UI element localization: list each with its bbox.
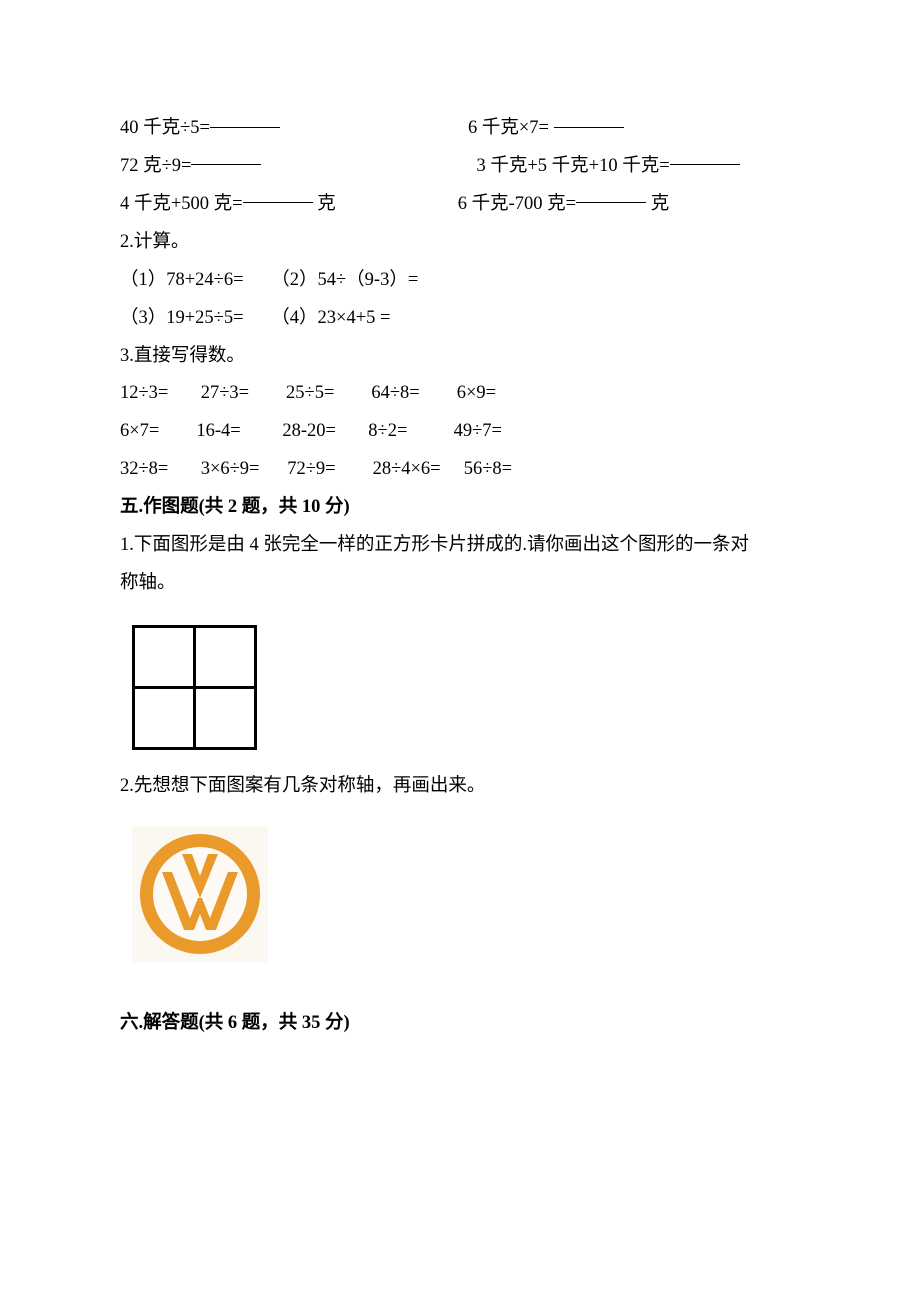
blank-2a — [191, 146, 261, 166]
blank-2b — [670, 146, 740, 166]
blank-3a — [243, 184, 313, 204]
section-6-heading: 六.解答题(共 6 题，共 35 分) — [120, 1005, 800, 1043]
grid-cell — [134, 626, 195, 687]
calc-row-2: 72 克÷9= 3 千克+5 千克+10 千克= — [120, 148, 800, 186]
q2-line2: （3）19+25÷5= （4）23×4+5 = — [120, 300, 800, 338]
calc-2b: 3 千克+5 千克+10 千克= — [476, 148, 669, 186]
calc-1a: 40 千克÷5= — [120, 110, 210, 148]
s5-q1-line2: 称轴。 — [120, 565, 800, 603]
blank-3b — [576, 184, 646, 204]
blank-1b — [554, 108, 624, 128]
calc-row-3: 4 千克+500 克= 克 6 千克-700 克= 克 — [120, 186, 800, 224]
section-5-heading: 五.作图题(共 2 题，共 10 分) — [120, 489, 800, 527]
grid-cell — [134, 687, 195, 748]
spacer-1 — [280, 110, 468, 148]
vw-logo-icon — [132, 826, 268, 962]
calc-row-1: 40 千克÷5= 6 千克×7= — [120, 110, 800, 148]
calc-3b-tail: 克 — [646, 186, 669, 224]
q3-row1: 12÷3= 27÷3= 25÷5= 64÷8= 6×9= — [120, 375, 800, 413]
vw-logo-figure — [132, 826, 800, 977]
s5-q1-line1: 1.下面图形是由 4 张完全一样的正方形卡片拼成的.请你画出这个图形的一条对 — [120, 527, 800, 565]
grid-cell — [195, 687, 256, 748]
calc-3a-tail: 克 — [313, 186, 336, 224]
grid-cell — [195, 626, 256, 687]
calc-1b: 6 千克×7= — [468, 110, 554, 148]
calc-2a: 72 克÷9= — [120, 148, 191, 186]
q2-line1: （1）78+24÷6= （2）54÷（9-3）= — [120, 262, 800, 300]
spacer-3 — [336, 186, 458, 224]
calc-3b: 6 千克-700 克= — [458, 186, 576, 224]
s5-q2: 2.先想想下面图案有几条对称轴，再画出来。 — [120, 768, 800, 806]
calc-3a: 4 千克+500 克= — [120, 186, 243, 224]
square-grid — [132, 625, 257, 750]
q3-heading: 3.直接写得数。 — [120, 338, 800, 376]
q3-row2: 6×7= 16-4= 28-20= 8÷2= 49÷7= — [120, 413, 800, 451]
four-square-figure — [132, 625, 800, 750]
q3-row3: 32÷8= 3×6÷9= 72÷9= 28÷4×6= 56÷8= — [120, 451, 800, 489]
q2-heading: 2.计算。 — [120, 224, 800, 262]
spacer-2 — [261, 148, 476, 186]
blank-1a — [210, 108, 280, 128]
